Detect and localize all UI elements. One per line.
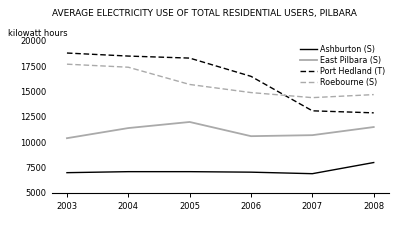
- Legend: Ashburton (S), East Pilbara (S), Port Hedland (T), Roebourne (S): Ashburton (S), East Pilbara (S), Port He…: [301, 45, 385, 87]
- Text: AVERAGE ELECTRICITY USE OF TOTAL RESIDENTIAL USERS, PILBARA: AVERAGE ELECTRICITY USE OF TOTAL RESIDEN…: [52, 9, 357, 18]
- Text: kilowatt hours: kilowatt hours: [8, 29, 67, 38]
